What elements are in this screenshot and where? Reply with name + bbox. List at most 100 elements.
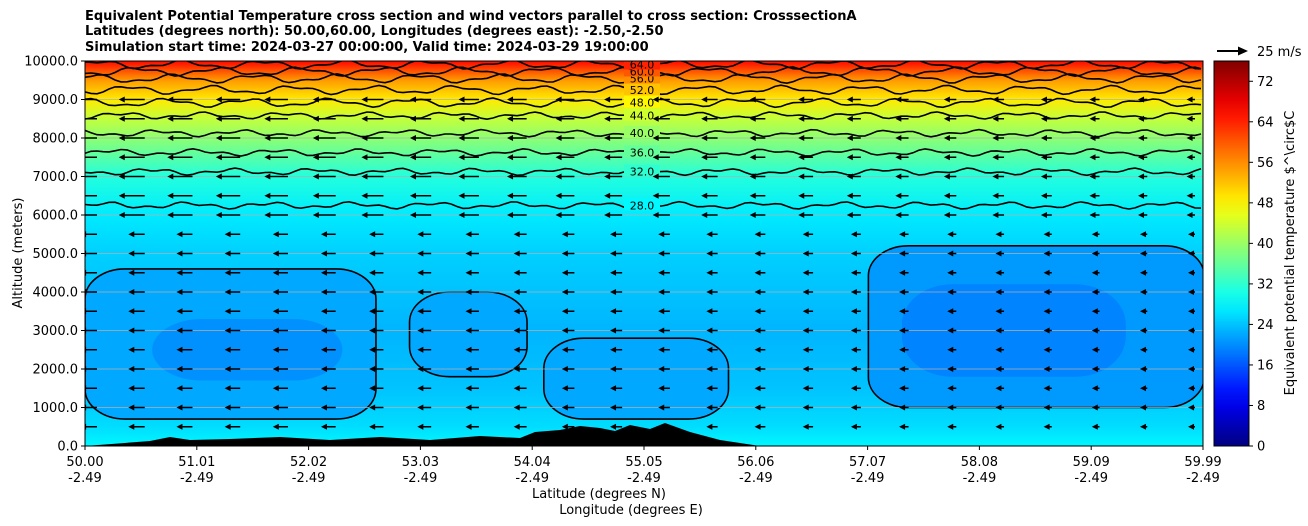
wind-vector-head	[176, 327, 183, 334]
wind-vector-head	[369, 250, 376, 257]
wind-vector-head	[458, 154, 465, 161]
wind-vector-head	[1138, 135, 1145, 141]
wind-vector-head	[947, 385, 954, 392]
wind-vector-head	[176, 366, 183, 372]
colorbar: 0 8 16 24 32 40 48 56 64 72 Equivalent potential …	[1213, 60, 1298, 455]
wind-vector-head	[992, 115, 999, 122]
wind-vector-head	[1139, 366, 1146, 372]
wind-vector-head	[561, 269, 568, 276]
x-axis-label-longitude: Longitude (degrees E)	[559, 503, 703, 518]
wind-vector-head	[895, 154, 902, 161]
contour-label-bg	[624, 108, 660, 121]
wind-vector-head	[899, 404, 906, 411]
wind-vector-head	[1139, 231, 1146, 238]
wind-vector-head	[320, 231, 327, 238]
wind-vector-head	[458, 96, 465, 103]
wind-vector-head	[224, 366, 231, 372]
wind-vector-head	[1091, 327, 1098, 334]
wind-key: 25 m/s	[1217, 45, 1302, 60]
x-tick-label-lon: -2.49	[1074, 471, 1108, 486]
colorbar-tick-label: 8	[1257, 399, 1265, 414]
wind-vector-head	[128, 231, 135, 238]
colorbar-tick-label: 32	[1257, 277, 1274, 292]
wind-vector-head	[701, 135, 708, 141]
contour-label: 64.0	[630, 59, 655, 72]
contour-label-bg	[624, 82, 660, 95]
wind-vector-head	[1089, 192, 1096, 199]
wind-vector-head	[1043, 404, 1050, 411]
x-tick-label-lon: -2.49	[851, 471, 885, 486]
wind-vector-head	[128, 385, 135, 392]
wind-vector-head	[1043, 346, 1050, 353]
wind-vector-head	[1091, 269, 1098, 276]
wind-vector-head	[802, 269, 809, 276]
y-axis-label: Altitude (meters)	[11, 198, 26, 309]
wind-vector-head	[701, 212, 708, 218]
wind-vector-head	[995, 346, 1002, 353]
contour-24	[85, 268, 377, 420]
wind-vector-head	[417, 308, 424, 315]
wind-vector-head	[947, 269, 954, 276]
wind-vector-head	[1139, 327, 1146, 334]
wind-vector-head	[224, 404, 231, 411]
wind-vector-head	[604, 135, 611, 141]
wind-vector-head	[215, 212, 222, 218]
wind-vector-head	[272, 289, 279, 295]
wind-vector-head	[176, 404, 183, 411]
contour-label-bg	[624, 198, 660, 211]
wind-vector-head	[224, 308, 231, 315]
wind-vector-head	[513, 289, 520, 295]
wind-vector-head	[895, 192, 902, 199]
wind-vector-head	[369, 366, 376, 372]
wind-vector-head	[561, 327, 568, 334]
wind-vector-head	[1188, 423, 1194, 430]
wind-vector-head	[513, 423, 520, 430]
wind-vector-head	[224, 346, 231, 353]
wind-vector-head	[1188, 366, 1194, 372]
y-tick-label: 10000.0	[24, 55, 78, 70]
wind-vector-head	[943, 96, 950, 103]
wind-vector-head	[264, 212, 271, 218]
wind-vector-head	[128, 404, 135, 411]
wind-vector-head	[895, 115, 902, 122]
wind-vector-head	[312, 173, 319, 180]
wind-vector-head	[1043, 250, 1050, 257]
wind-vector-head	[369, 423, 376, 430]
wind-vector-head	[706, 289, 713, 295]
wind-vector-head	[658, 308, 665, 315]
wind-vector-head	[555, 192, 562, 199]
wind-vector-head	[754, 327, 761, 334]
wind-vector-head	[176, 385, 183, 392]
colorbar-gradient	[1213, 60, 1250, 447]
wind-vector-head	[507, 154, 514, 161]
wind-vector-head	[1043, 423, 1050, 430]
colorbar-tick-label: 48	[1257, 196, 1274, 211]
wind-vectors	[85, 96, 1195, 430]
y-tick-label: 4000.0	[33, 286, 79, 301]
contour-label: 28.0	[630, 199, 655, 212]
wind-vector-head	[1043, 385, 1050, 392]
y-tick-label: 1000.0	[33, 401, 79, 416]
wind-vector-head	[1188, 289, 1194, 295]
wind-vector-head	[802, 250, 809, 257]
wind-vector-head	[652, 192, 659, 199]
wind-vector-head	[465, 289, 472, 295]
wind-vector-head	[992, 173, 999, 180]
x-axis: 50.00-2.4951.01-2.4952.02-2.4953.03-2.49…	[66, 446, 1222, 486]
wind-vector-head	[701, 96, 708, 103]
wind-vector-head	[947, 327, 954, 334]
wind-vector-head	[458, 135, 465, 141]
wind-vector-head	[128, 346, 135, 353]
wind-vector-head	[992, 96, 999, 103]
x-tick-label-lat: 57.07	[849, 455, 886, 470]
wind-vector-head	[272, 366, 279, 372]
wind-vector-head	[798, 192, 805, 199]
wind-vector-head	[417, 269, 424, 276]
cool-pool-regions	[85, 245, 1203, 420]
wind-vector-head	[1138, 96, 1145, 103]
wind-vector-head	[899, 366, 906, 372]
wind-vector-head	[947, 231, 954, 238]
wind-vector-head	[1040, 173, 1047, 180]
wind-vector-head	[850, 269, 857, 276]
wind-vector-head	[361, 192, 368, 199]
